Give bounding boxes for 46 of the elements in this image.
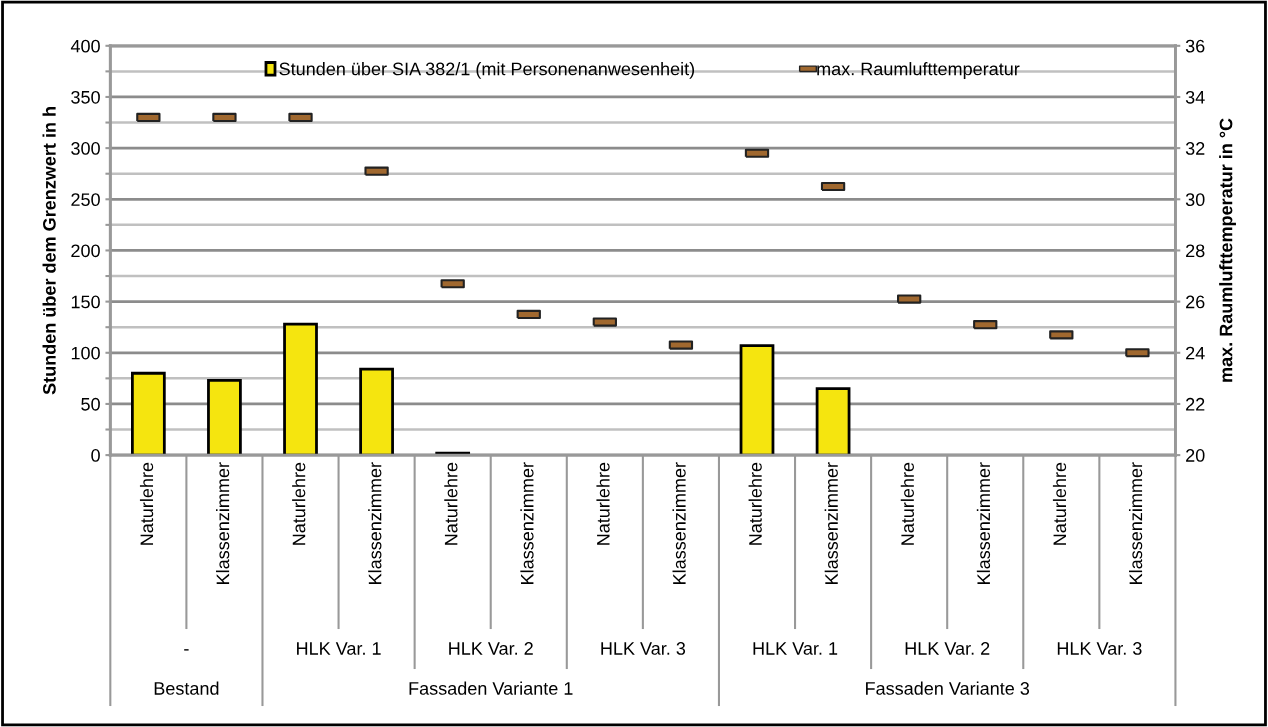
text: HLK Var. 1 [297,642,381,655]
text: Fassaden Variante 3 [866,681,1030,695]
text: Fassaden Variante 1 [409,681,573,695]
x-tick-label: Naturlehre [900,462,914,545]
y-tick-label: 250 [71,193,100,207]
y2-tick-label: 30 [1185,193,1205,207]
x-tick-label: Klassenzimmer [976,462,991,584]
y2-tick-label: 24 [1186,346,1205,360]
legend-label: Stunden über SIA 382/1 (mit Personenanwesenheit) [279,62,695,79]
y-tick-label: 400 [70,39,100,53]
x-tick-label: Klassenzimmer [824,462,838,584]
y-tick-label: 0 [91,449,100,462]
y2-axis-title: max. Raumlufttemperatur in °C [1219,118,1236,382]
y-tick-label: 150 [71,295,100,309]
text: HLK Var. 3 [1057,642,1142,655]
x-tick-label: Klassenzimmer [520,462,534,584]
y-tick-label: 50 [81,397,100,411]
text: HLK Var. 3 [601,642,686,655]
y-axis-title: Stunden über dem Grenzwert in h [42,107,56,395]
x-tick-label: Naturlehre [1052,462,1067,545]
x-tick-label: Klassenzimmer [672,462,686,584]
text: HLK Var. 2 [449,642,533,655]
x-tick-label: Klassenzimmer [368,462,382,584]
x-tick-label: Naturlehre [748,462,762,545]
y2-tick-label: 20 [1186,449,1205,462]
y-tick-label: 200 [71,244,100,258]
text: - [184,649,189,651]
y2-tick-label: 28 [1186,244,1205,258]
y-tick-label: 350 [71,90,100,104]
y-tick-label: 300 [71,142,100,155]
x-tick-label: Naturlehre [444,462,458,545]
y2-tick-label: 26 [1186,295,1205,309]
y2-tick-label: 32 [1185,142,1205,155]
legend-label: max. Raumlufttemperatur [817,62,1020,79]
y2-tick-label: 22 [1186,397,1205,411]
x-tick-label: Naturlehre [596,462,610,545]
y2-tick-label: 36 [1185,39,1205,53]
text: HLK Var. 1 [753,642,838,655]
text: Bestand [154,681,219,695]
x-tick-label: Klassenzimmer [216,462,230,584]
x-tick-label: Naturlehre [292,462,306,545]
x-tick-label: Naturlehre [139,462,154,545]
text: HLK Var. 2 [905,642,990,655]
y2-tick-label: 34 [1185,90,1205,104]
y-tick-label: 100 [71,346,100,360]
x-tick-label: Klassenzimmer [1128,462,1143,584]
